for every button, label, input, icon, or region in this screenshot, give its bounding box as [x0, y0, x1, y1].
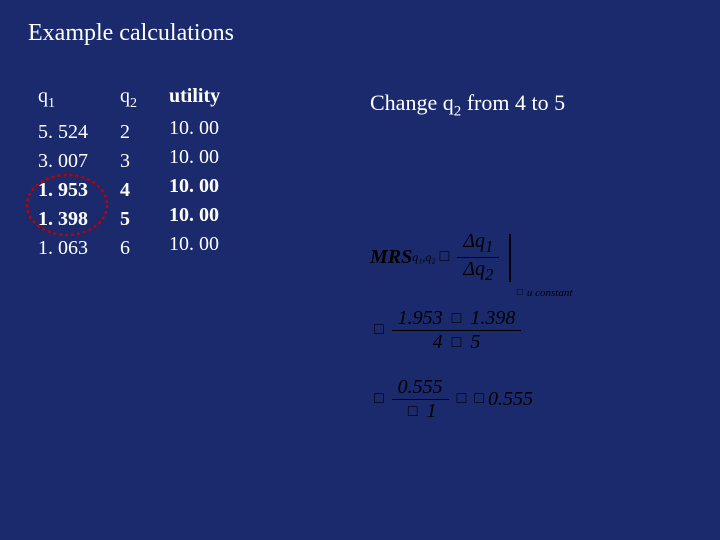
condition-label: □ u constant [513, 287, 573, 299]
r3-rhs: 0.555 [488, 388, 533, 411]
cell-u-3: 10. 00 [169, 201, 220, 230]
data-table: q1 5. 524 3. 007 1. 953 1. 398 1. 063 q2… [38, 85, 220, 263]
box-glyph-3d: □ [474, 390, 484, 408]
equations-block: MRSq₁,q₂ □ Δq1 Δq2 □u constant □ 1.953 □… [370, 230, 690, 445]
box-glyph-3b: □ [408, 403, 418, 420]
caption-suffix: from 4 to 5 [461, 90, 565, 115]
cell-q1-4: 1. 063 [38, 234, 88, 263]
col-utility-header: utility [169, 85, 220, 108]
change-caption: Change q2 from 4 to 5 [370, 90, 565, 120]
r3-den: 1 [422, 400, 437, 422]
slide-title: Example calculations [28, 20, 234, 47]
condition-text: u constant [527, 287, 573, 299]
eq-row-1: MRSq₁,q₂ □ Δq1 Δq2 □u constant [370, 230, 690, 285]
box-glyph-cond: □ [517, 287, 523, 298]
frac-row2-den: 4 □ 5 [427, 331, 487, 354]
cell-q2-0: 2 [120, 118, 137, 147]
col-q2-header-base: q [120, 85, 130, 107]
frac-row3: 0.555 □ 1 [392, 376, 449, 423]
box-glyph-2b: □ [452, 310, 462, 327]
cell-u-4: 10. 00 [169, 230, 220, 259]
cell-q1-2: 1. 953 [38, 176, 88, 205]
box-glyph-3: □ [374, 390, 384, 408]
cell-q2-2: 4 [120, 176, 137, 205]
col-q2: q2 2 3 4 5 6 [120, 85, 137, 263]
col-q1: q1 5. 524 3. 007 1. 953 1. 398 1. 063 [38, 85, 88, 263]
col-q1-header-sub: 1 [48, 96, 55, 111]
cell-q1-1: 3. 007 [38, 147, 88, 176]
caption-prefix: Change q [370, 90, 454, 115]
box-glyph-1: □ [440, 248, 450, 266]
eq-row-2: □ 1.953 □ 1.398 4 □ 5 [370, 307, 690, 354]
cell-q1-3: 1. 398 [38, 205, 88, 234]
vbar-icon [509, 234, 511, 282]
frac-row3-den: □ 1 [398, 400, 443, 423]
frac-row3-num: 0.555 [392, 376, 449, 400]
frac-row2-num: 1.953 □ 1.398 [392, 307, 522, 331]
col-q2-header-sub: 2 [130, 96, 137, 111]
box-glyph-2: □ [374, 321, 384, 339]
box-glyph-2c: □ [452, 334, 462, 351]
dq2s: 2 [485, 265, 493, 284]
eq-row-3: □ 0.555 □ 1 □ □ 0.555 [370, 376, 690, 423]
cell-u-1: 10. 00 [169, 143, 220, 172]
dq2: Δq [463, 258, 485, 280]
dq1: Δq [463, 230, 485, 252]
cell-q2-1: 3 [120, 147, 137, 176]
mrs-label: MRS [370, 246, 412, 269]
r2-num-a: 1.953 [398, 307, 443, 329]
cell-u-2: 10. 00 [169, 172, 220, 201]
cell-q1-0: 5. 524 [38, 118, 88, 147]
frac-dq: Δq1 Δq2 [457, 230, 499, 285]
col-q2-header: q2 [120, 85, 137, 112]
frac-row2: 1.953 □ 1.398 4 □ 5 [392, 307, 522, 354]
frac-dq-num: Δq1 [457, 230, 499, 258]
r2-den-b: 5 [470, 331, 480, 353]
col-q1-header: q1 [38, 85, 88, 112]
r2-den-a: 4 [433, 331, 443, 353]
dq1s: 1 [485, 237, 493, 256]
r2-num-b: 1.398 [470, 307, 515, 329]
cell-q2-3: 5 [120, 205, 137, 234]
cell-u-0: 10. 00 [169, 114, 220, 143]
frac-dq-den: Δq2 [457, 258, 499, 285]
box-glyph-3c: □ [457, 390, 467, 408]
cell-q2-4: 6 [120, 234, 137, 263]
col-q1-header-base: q [38, 85, 48, 107]
mrs-sub: q₁,q₂ [412, 250, 435, 265]
col-utility: utility 10. 00 10. 00 10. 00 10. 00 10. … [169, 85, 220, 263]
